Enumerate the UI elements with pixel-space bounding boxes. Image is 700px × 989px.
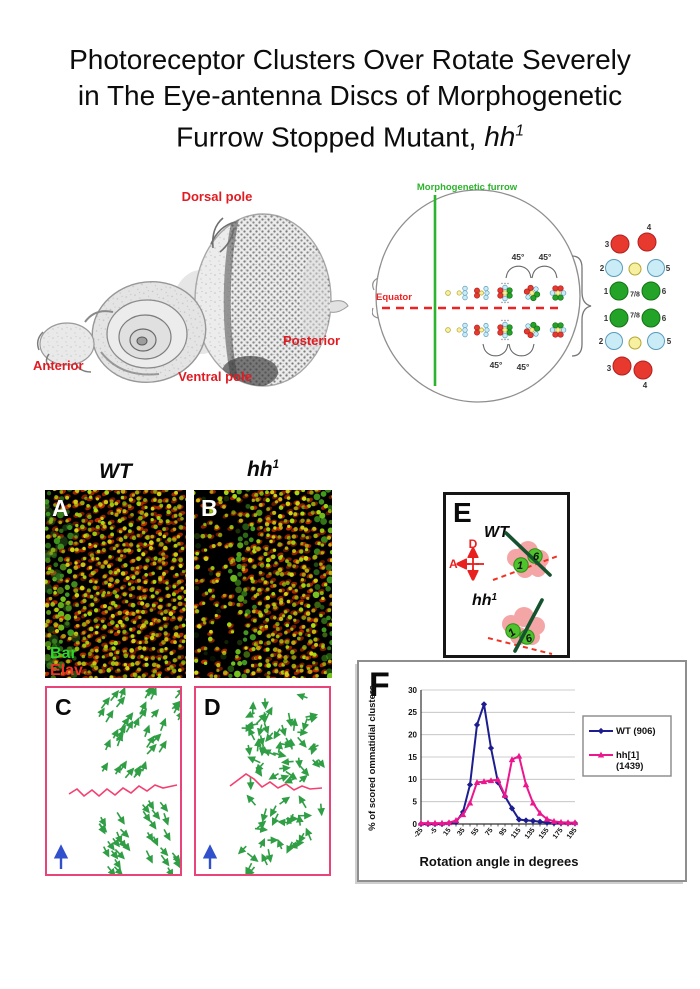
cell-label-1: 1 <box>517 560 523 572</box>
panel-a-confocal-wt: A Bar Elav <box>45 490 186 678</box>
panel-b-title: hh1 <box>246 458 280 481</box>
svg-text:-5: -5 <box>429 827 438 836</box>
svg-text:2: 2 <box>599 337 604 346</box>
y-axis-title: % of scored ommatidial clusters <box>367 685 378 831</box>
panel-e-rotation-schematic: E WT D A <box>443 492 570 658</box>
brace <box>571 255 592 357</box>
hh1-ommatidium: 1 6 <box>487 598 553 655</box>
svg-text:6: 6 <box>662 314 667 323</box>
label-morphogenetic-furrow: Morphogenetic furrow <box>417 182 518 193</box>
svg-text:1: 1 <box>604 287 609 296</box>
rotation-arcs-ventral <box>482 343 535 357</box>
ventral-ommatidium-schematic: 1 7/8 6 2 5 3 4 <box>599 308 672 390</box>
svg-text:5: 5 <box>666 264 671 273</box>
svg-text:-25: -25 <box>413 827 425 839</box>
svg-text:20: 20 <box>408 730 417 739</box>
svg-text:1: 1 <box>604 314 609 323</box>
title-line-2: in The Eye-antenna Discs of Morphogeneti… <box>77 80 623 111</box>
svg-text:15: 15 <box>408 753 417 762</box>
label-ventral-pole: Ventral pole <box>178 369 252 384</box>
label-wt: WT <box>484 524 510 541</box>
disc-outline <box>375 189 581 403</box>
panel-letter-c: C <box>55 694 72 720</box>
chart-legend: WT (906) hh[1](1439) <box>582 715 672 777</box>
axis-compass <box>460 551 484 577</box>
svg-text:7/8: 7/8 <box>630 292 640 299</box>
rotation-arcs-dorsal <box>505 265 558 279</box>
svg-text:35: 35 <box>456 827 466 838</box>
panel-letter-f: F <box>369 666 390 704</box>
x-axis-title: Rotation angle in degrees <box>420 854 579 869</box>
svg-text:10: 10 <box>408 775 417 784</box>
page-title: Photoreceptor Clusters Over Rotate Sever… <box>0 42 700 155</box>
svg-text:30: 30 <box>408 686 417 695</box>
axis-label-dorsal: D <box>469 537 478 551</box>
confocal-staining <box>194 490 332 678</box>
svg-text:155: 155 <box>538 827 551 841</box>
confocal-staining <box>45 490 186 678</box>
stain-label-bar: Bar <box>50 645 77 662</box>
developing-clusters <box>445 282 567 341</box>
svg-text:3: 3 <box>605 240 610 249</box>
svg-text:6: 6 <box>662 287 667 296</box>
svg-text:4: 4 <box>647 223 652 232</box>
equator-zigzag <box>229 773 323 791</box>
dorsal-ommatidium-schematic: 3 4 2 5 1 7/8 6 <box>600 223 671 301</box>
svg-text:(1439): (1439) <box>616 761 643 772</box>
svg-text:175: 175 <box>552 827 565 841</box>
panel-letter-b: B <box>201 495 218 521</box>
svg-text:7/8: 7/8 <box>630 313 640 320</box>
panel-f-rotation-chart: F 0 5 10 15 20 25 30 -25 -5 15 35 55 75 95 115 135 155 17… <box>357 660 687 882</box>
stain-label-elav: Elav <box>50 662 83 678</box>
svg-text:5: 5 <box>413 797 418 806</box>
cell-label-6: 6 <box>533 551 540 563</box>
svg-text:195: 195 <box>566 827 579 841</box>
svg-text:15: 15 <box>442 827 452 838</box>
svg-text:25: 25 <box>408 708 417 717</box>
label-anterior: Anterior <box>33 358 84 373</box>
panel-b-confocal-hh1: B <box>194 490 332 678</box>
svg-text:4: 4 <box>643 381 648 390</box>
angle-label: 45° <box>490 360 503 370</box>
svg-text:5: 5 <box>667 337 672 346</box>
rotation-angle-chart: 0 5 10 15 20 25 30 -25 -5 15 35 55 75 95 115 135 155 175 1… <box>408 686 579 841</box>
svg-text:55: 55 <box>470 827 480 838</box>
panel-d-arrow-field-hh1: D <box>194 686 331 876</box>
panel-c-arrow-field-wt: C <box>45 686 182 876</box>
panel-letter-a: A <box>52 495 69 521</box>
title-line-1: Photoreceptor Clusters Over Rotate Sever… <box>69 44 631 75</box>
angle-label: 45° <box>512 252 525 262</box>
svg-text:WT (906): WT (906) <box>616 726 656 737</box>
angle-label: 45° <box>517 362 530 372</box>
wt-ommatidium: 1 6 <box>492 531 559 581</box>
label-posterior: Posterior <box>283 333 340 348</box>
panel-a-title: WT <box>99 460 132 483</box>
label-hh1: hh1 <box>472 592 498 610</box>
svg-text:75: 75 <box>484 827 494 838</box>
svg-text:95: 95 <box>498 827 508 838</box>
svg-text:135: 135 <box>524 827 537 841</box>
cell-label-6: 6 <box>524 632 535 646</box>
ommatidial-rotation-diagram: Morphogenetic furrow Equator 45° 45° 45°… <box>372 182 672 403</box>
angle-label: 45° <box>539 252 552 262</box>
svg-text:3: 3 <box>607 364 612 373</box>
equator-zigzag <box>68 784 178 798</box>
panel-letter-d: D <box>204 694 221 720</box>
label-equator: Equator <box>376 292 412 303</box>
eye-antenna-disc-micrograph: Dorsal pole Posterior Ventral pole Anter… <box>33 189 349 387</box>
svg-text:115: 115 <box>510 827 523 840</box>
svg-text:hh[1]: hh[1] <box>616 750 639 761</box>
svg-text:0: 0 <box>413 820 418 829</box>
disc-drawing <box>36 213 349 387</box>
title-line-3: Furrow Stopped Mutant, hh1 <box>176 121 524 153</box>
cluster-orientation-arrows <box>237 693 325 874</box>
svg-text:2: 2 <box>600 264 605 273</box>
label-dorsal-pole: Dorsal pole <box>182 189 253 204</box>
cluster-orientation-arrows <box>97 688 180 874</box>
panel-letter-e: E <box>453 497 472 528</box>
cell-label-1: 1 <box>506 626 518 639</box>
axis-label-anterior: A <box>449 557 458 571</box>
